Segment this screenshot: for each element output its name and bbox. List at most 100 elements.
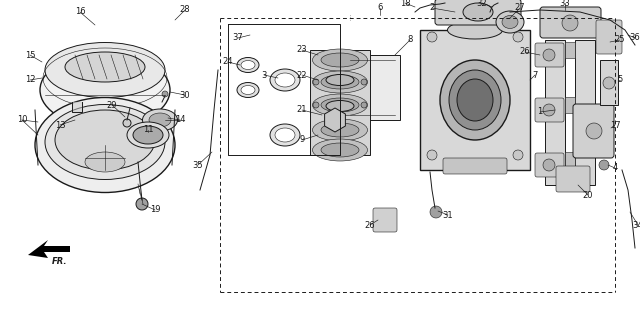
Text: 6: 6	[378, 4, 383, 12]
Ellipse shape	[133, 126, 163, 144]
Polygon shape	[600, 60, 618, 105]
Ellipse shape	[321, 143, 359, 157]
Ellipse shape	[35, 98, 175, 193]
Circle shape	[513, 150, 523, 160]
Text: 16: 16	[75, 7, 85, 17]
Text: 19: 19	[150, 205, 160, 214]
Text: 12: 12	[25, 76, 35, 84]
FancyBboxPatch shape	[535, 153, 564, 177]
Ellipse shape	[496, 11, 524, 33]
Ellipse shape	[241, 85, 255, 94]
Ellipse shape	[65, 52, 145, 82]
FancyBboxPatch shape	[435, 0, 521, 25]
Ellipse shape	[143, 109, 177, 131]
Text: 24: 24	[223, 58, 233, 67]
Ellipse shape	[241, 60, 255, 69]
Ellipse shape	[149, 113, 171, 127]
Circle shape	[361, 79, 367, 85]
Ellipse shape	[321, 75, 359, 89]
FancyBboxPatch shape	[373, 208, 397, 232]
Circle shape	[313, 102, 319, 108]
Ellipse shape	[237, 83, 259, 98]
Ellipse shape	[321, 53, 359, 67]
Polygon shape	[565, 97, 575, 113]
Text: 34: 34	[633, 220, 640, 229]
Text: 21: 21	[297, 106, 307, 115]
Ellipse shape	[440, 60, 510, 140]
FancyBboxPatch shape	[540, 7, 601, 38]
Polygon shape	[310, 50, 370, 155]
Ellipse shape	[45, 105, 165, 180]
Polygon shape	[565, 152, 575, 168]
Polygon shape	[28, 240, 70, 258]
Ellipse shape	[321, 123, 359, 137]
Ellipse shape	[40, 52, 170, 127]
Text: 3: 3	[261, 70, 267, 79]
Text: 35: 35	[193, 161, 204, 170]
Ellipse shape	[457, 79, 493, 121]
Ellipse shape	[85, 152, 125, 172]
Text: 5: 5	[618, 76, 623, 84]
Text: 9: 9	[300, 135, 305, 145]
Polygon shape	[565, 42, 575, 58]
Text: 22: 22	[297, 70, 307, 79]
Ellipse shape	[127, 122, 169, 148]
Text: 1: 1	[538, 108, 543, 116]
Circle shape	[427, 150, 437, 160]
Text: 27: 27	[515, 4, 525, 12]
FancyBboxPatch shape	[535, 98, 564, 122]
Text: 37: 37	[232, 34, 243, 43]
Circle shape	[361, 102, 367, 108]
Text: 11: 11	[143, 125, 153, 134]
Ellipse shape	[463, 3, 493, 21]
Text: 26: 26	[365, 220, 375, 229]
Circle shape	[123, 119, 131, 127]
Text: 15: 15	[25, 51, 35, 60]
Circle shape	[313, 79, 319, 85]
Circle shape	[543, 49, 555, 61]
Text: 17: 17	[610, 121, 620, 130]
Ellipse shape	[275, 128, 295, 142]
Text: 20: 20	[583, 190, 593, 199]
Ellipse shape	[270, 69, 300, 91]
Circle shape	[427, 32, 437, 42]
FancyBboxPatch shape	[535, 43, 564, 67]
Polygon shape	[420, 30, 530, 170]
Circle shape	[513, 32, 523, 42]
Text: 4: 4	[612, 164, 618, 172]
Text: 10: 10	[17, 116, 28, 124]
Text: 8: 8	[407, 36, 413, 44]
Text: 31: 31	[443, 211, 453, 220]
Ellipse shape	[447, 21, 502, 39]
Polygon shape	[324, 108, 346, 132]
Ellipse shape	[312, 71, 367, 93]
Ellipse shape	[275, 73, 295, 87]
Text: 33: 33	[559, 0, 570, 7]
Text: FR.: FR.	[52, 258, 68, 267]
Ellipse shape	[326, 75, 354, 85]
Polygon shape	[575, 40, 595, 185]
FancyBboxPatch shape	[443, 158, 507, 174]
Ellipse shape	[502, 15, 518, 28]
Ellipse shape	[312, 119, 367, 141]
Ellipse shape	[312, 139, 367, 161]
Text: 13: 13	[54, 121, 65, 130]
Text: 23: 23	[297, 45, 307, 54]
Circle shape	[136, 198, 148, 210]
Text: 29: 29	[107, 100, 117, 109]
Circle shape	[543, 159, 555, 171]
Circle shape	[603, 77, 615, 89]
Circle shape	[430, 206, 442, 218]
Polygon shape	[72, 102, 82, 112]
Polygon shape	[345, 55, 400, 120]
FancyBboxPatch shape	[596, 20, 622, 54]
Text: 2: 2	[429, 4, 435, 12]
Text: 36: 36	[630, 34, 640, 43]
Text: 7: 7	[532, 70, 538, 79]
Text: 25: 25	[615, 36, 625, 44]
Ellipse shape	[449, 70, 501, 130]
Text: 30: 30	[180, 91, 190, 100]
Ellipse shape	[270, 124, 300, 146]
Ellipse shape	[321, 98, 359, 112]
Circle shape	[562, 15, 578, 31]
